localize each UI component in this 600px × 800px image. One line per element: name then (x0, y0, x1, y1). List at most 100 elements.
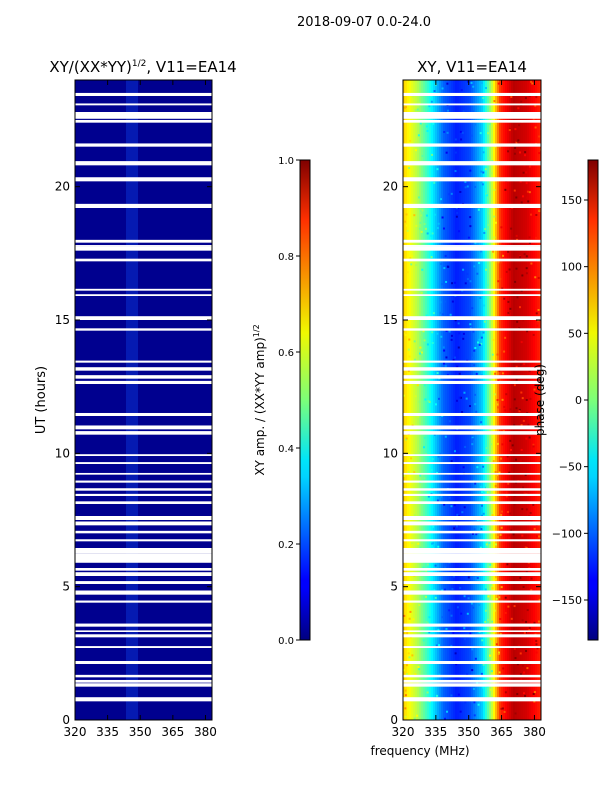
phase-cell (533, 527, 536, 530)
phase-heatmap-field (403, 80, 541, 720)
phase-cell (519, 459, 522, 462)
phase-cell-column (451, 80, 454, 720)
phase-cell (530, 262, 533, 265)
phase-cell-column (515, 80, 518, 720)
flagged-time-row (403, 177, 541, 182)
phase-cell (455, 399, 458, 402)
phase-cell (457, 346, 460, 349)
phase-cell (474, 346, 477, 349)
phase-cell (421, 268, 424, 271)
phase-cell-column (493, 80, 496, 720)
phase-cell (528, 236, 531, 239)
phase-cell (525, 508, 528, 511)
phase-cell (495, 643, 498, 646)
phase-cell (525, 171, 528, 174)
phase-cell (487, 223, 490, 226)
phase-cell (440, 335, 443, 338)
phase-cell-column (473, 80, 476, 720)
x-tick-label: 320 (64, 725, 87, 739)
phase-cell (423, 339, 426, 342)
flagged-time-row (403, 328, 541, 331)
phase-cell (442, 313, 445, 316)
phase-cell (528, 241, 531, 244)
amp-x-axis: 320 335 350 365 380 (64, 80, 217, 739)
phase-cell (432, 105, 435, 108)
phase-cell (428, 631, 431, 634)
phase-cell (500, 586, 503, 589)
phase-cell (408, 338, 411, 341)
phase-cell (403, 332, 406, 335)
phase-cell (409, 610, 412, 613)
phase-cell (472, 85, 475, 88)
phase-cell (407, 348, 410, 351)
amp-heatmap-field (75, 80, 212, 720)
phase-cell (458, 372, 461, 375)
phase-cell-column (437, 80, 440, 720)
phase-cell (416, 108, 419, 111)
phase-cell (493, 215, 496, 218)
phase-cell (450, 505, 453, 508)
flagged-time-row (75, 472, 212, 475)
phase-cell (451, 282, 454, 285)
phase-cell (419, 122, 422, 125)
phase-cell (406, 673, 409, 676)
phase-cell (439, 311, 442, 314)
phase-cell (442, 362, 445, 365)
phase-cell (480, 421, 483, 424)
phase-cell (525, 255, 528, 258)
phase-cell (491, 587, 494, 590)
flagged-time-row (403, 683, 541, 687)
flagged-time-row (403, 634, 541, 638)
flagged-time-row (75, 516, 212, 520)
phase-cell (441, 216, 444, 219)
flagged-time-row (75, 480, 212, 483)
phase-cell (421, 209, 424, 212)
y-tick-label: 0 (390, 713, 398, 727)
phase-cell (431, 331, 434, 334)
phase-cell (479, 423, 482, 426)
phase-cell (535, 312, 538, 315)
phase-cell (521, 397, 524, 400)
phase-cell (420, 292, 423, 295)
colorbar-tick-label: 100 (561, 261, 582, 274)
phase-cell (525, 398, 528, 401)
phase-cell-column (521, 80, 524, 720)
phase-cell (532, 280, 535, 283)
phase-cell (449, 313, 452, 316)
phase-cell (501, 287, 504, 290)
phase-cell (518, 410, 521, 413)
flagged-time-row (75, 288, 212, 291)
phase-cell (432, 525, 435, 528)
flagged-time-row (75, 375, 212, 379)
phase-cell (532, 333, 535, 336)
phase-cell (485, 422, 488, 425)
phase-cell (469, 225, 472, 228)
flagged-time-row (403, 119, 541, 123)
phase-cell (471, 438, 474, 441)
phase-cell (446, 131, 449, 134)
phase-cell (535, 213, 538, 216)
colorbar-tick-label: 0 (575, 394, 582, 407)
phase-cell (525, 182, 528, 185)
phase-cell (474, 482, 477, 485)
phase-cell (430, 632, 433, 635)
phase-colorbar-gradient (587, 159, 599, 641)
phase-cell (536, 361, 539, 364)
phase-cell (446, 373, 449, 376)
phase-cell (480, 672, 483, 675)
y-tick-label: 0 (62, 713, 70, 727)
phase-cell (432, 546, 435, 549)
phase-cell (513, 647, 516, 650)
phase-cell (513, 189, 516, 192)
phase-cell (462, 332, 465, 335)
flagged-time-row (75, 674, 212, 678)
amp-colorbar-ticks: 0.0 0.2 0.4 0.6 0.8 1.0 (278, 156, 300, 647)
phase-cell (513, 424, 516, 427)
phase-cell (508, 471, 511, 474)
y-tick-label: 20 (55, 180, 70, 194)
phase-cell (485, 543, 488, 546)
flagged-time-row (403, 679, 541, 683)
phase-cell (435, 694, 438, 697)
phase-cell (443, 130, 446, 133)
phase-cell (410, 457, 413, 460)
